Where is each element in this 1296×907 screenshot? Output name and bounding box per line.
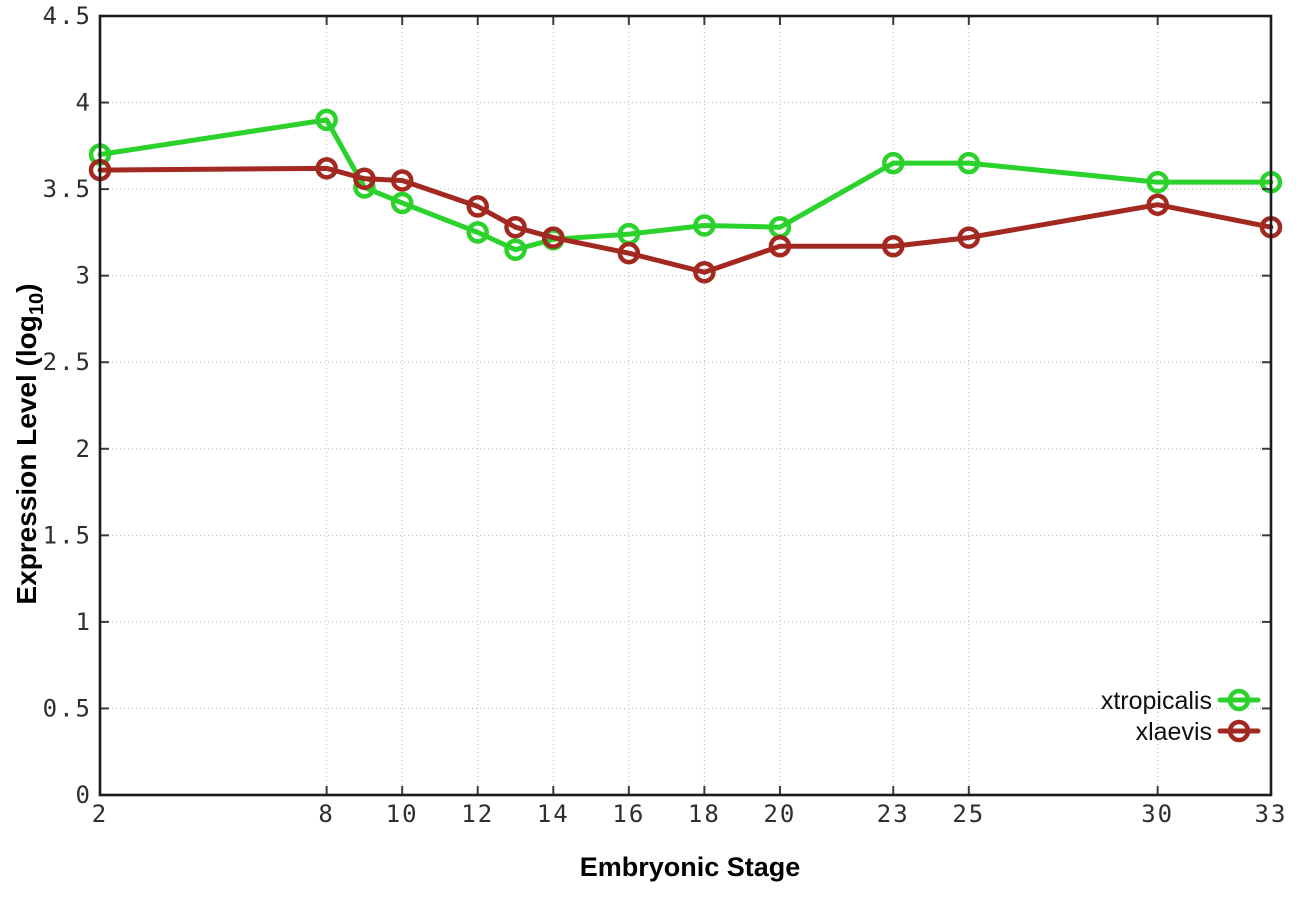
y-tick-label: 2	[76, 435, 92, 463]
x-tick-label: 10	[386, 800, 419, 828]
data-point-marker-xlaevis	[617, 241, 641, 265]
x-tick-label: 25	[952, 800, 985, 828]
data-point-marker-xlaevis	[542, 226, 565, 249]
x-tick-labels: 2 8 10 12 14 16 18 20 23 25 30 33	[92, 800, 1288, 828]
data-point-marker-xtropicalis	[693, 214, 716, 237]
data-point-marker-xlaevis	[957, 226, 981, 249]
x-tick-label: 16	[612, 800, 645, 828]
legend-label-xtropicalis: xtropicalis	[1101, 687, 1212, 715]
x-tick-label: 18	[688, 800, 721, 828]
data-point-marker-xlaevis	[504, 215, 527, 239]
y-axis-title-sub: 10	[25, 292, 48, 316]
x-tick-label: 33	[1255, 800, 1288, 828]
x-tick-label: 12	[461, 800, 494, 828]
y-tick-label: 3	[76, 262, 92, 290]
data-point-marker-xtropicalis	[957, 151, 981, 175]
x-tick-label: 20	[763, 800, 796, 828]
data-point-marker-xtropicalis	[504, 238, 527, 261]
data-point-marker-xtropicalis	[882, 151, 905, 175]
y-tick-label: 1.5	[43, 521, 92, 549]
x-tick-label: 8	[318, 800, 334, 828]
x-tick-label: 30	[1141, 800, 1174, 828]
data-point-marker-xlaevis	[353, 167, 376, 190]
gridlines	[99, 15, 1272, 796]
y-tick-label: 2.5	[43, 348, 92, 376]
y-tick-label: 1	[76, 608, 92, 636]
data-point-marker-xlaevis	[315, 157, 338, 180]
y-axis-title-main: Expression Level (log	[11, 315, 43, 605]
y-axis-title: Expression Level (log10)	[11, 283, 49, 604]
legend: xtropicalis xlaevis	[1101, 687, 1261, 746]
x-tick-label: 23	[877, 800, 910, 828]
plot-border-rect	[98, 14, 1273, 797]
data-point-marker-xlaevis	[882, 234, 905, 258]
y-tick-label: 4	[76, 89, 92, 117]
x-axis-title: Embryonic Stage	[579, 852, 801, 882]
data-point-marker-xlaevis	[390, 169, 414, 192]
data-point-marker-xlaevis	[768, 234, 792, 258]
y-tick-label: 4.5	[43, 2, 92, 30]
plot-border	[98, 14, 1273, 797]
legend-marker-xlaevis	[1227, 719, 1251, 743]
data-point-marker-xlaevis	[466, 195, 489, 218]
data-point-marker-xtropicalis	[466, 221, 489, 244]
data-point-marker-xlaevis	[693, 260, 716, 284]
series-line-xtropicalis	[97, 117, 1274, 253]
x-tick-label: 14	[537, 800, 570, 828]
x-tick-label: 2	[92, 800, 108, 828]
data-point-marker-xtropicalis	[390, 191, 414, 215]
data-point-marker-xtropicalis	[1146, 170, 1169, 194]
y-axis-title-close: )	[11, 283, 43, 293]
y-tick-label: 3.5	[43, 175, 92, 203]
y-tick-labels: 0 0.5 1 1.5 2 2.5 3 3.5 4 4.5	[43, 2, 92, 809]
axis-ticks	[99, 15, 1272, 796]
series-lines	[88, 108, 1283, 284]
series-line-xlaevis	[97, 165, 1274, 275]
data-point-marker-xlaevis	[1146, 193, 1169, 216]
y-tick-label: 0.5	[43, 694, 92, 722]
data-point-marker-xtropicalis	[315, 108, 338, 132]
legend-label-xlaevis: xlaevis	[1136, 718, 1212, 746]
y-tick-label: 0	[76, 781, 92, 809]
legend-marker-xtropicalis	[1227, 688, 1251, 712]
